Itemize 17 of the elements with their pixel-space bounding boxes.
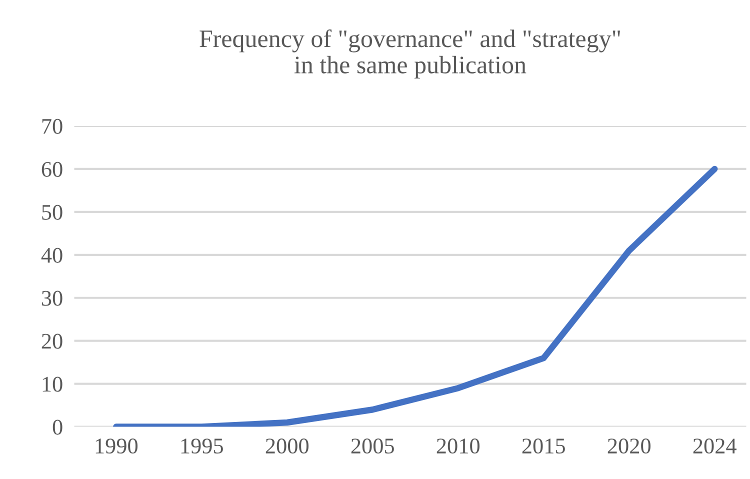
x-tick-label: 2000 — [266, 438, 309, 454]
y-tick-label: 20 — [42, 334, 62, 349]
y-tick-label: 10 — [42, 376, 62, 392]
x-tick-label: 2005 — [351, 438, 394, 454]
y-tick-label: 30 — [42, 290, 62, 306]
y-tick-label: 40 — [41, 248, 62, 263]
y-tick-label: 0 — [52, 420, 62, 435]
y-tick-label: 60 — [42, 162, 62, 177]
x-tick-label: 1990 — [96, 438, 138, 454]
y-tick-label: 70 — [42, 118, 62, 134]
y-tick-label: 50 — [42, 204, 62, 220]
x-tick-label: 2015 — [522, 438, 565, 454]
chart-title: Frequency of "governance" and "strategy" in the same publication — [200, 29, 620, 79]
x-tick-label: 1995 — [181, 438, 223, 454]
x-tick-label: 2020 — [608, 438, 650, 454]
x-tick-label: 2010 — [436, 438, 480, 454]
x-tick-label: 2024 — [693, 438, 736, 454]
